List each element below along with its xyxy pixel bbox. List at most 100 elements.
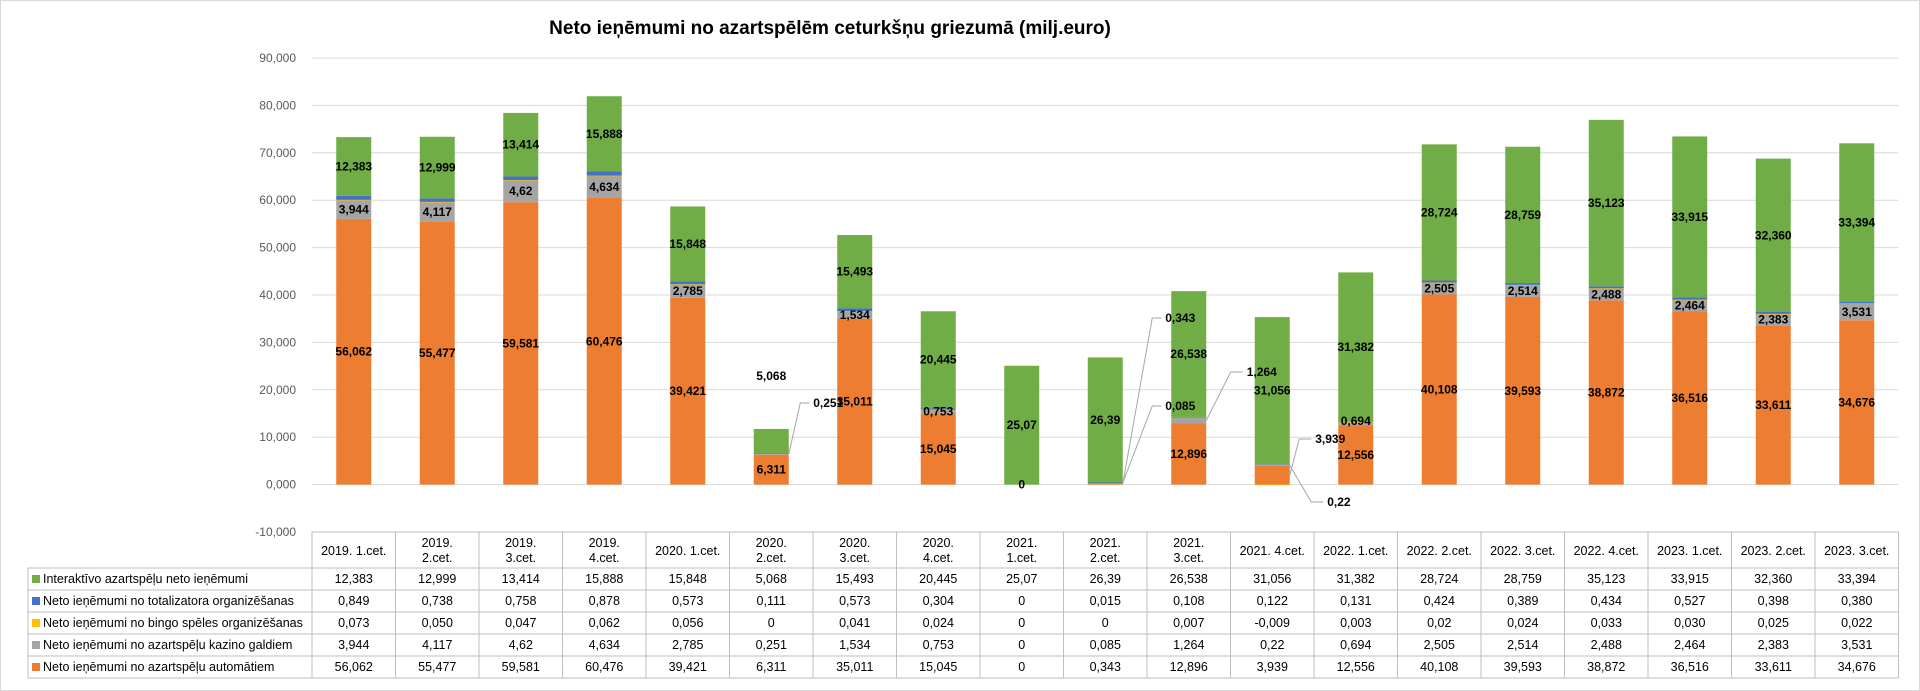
data-label: 2,464 [1675, 299, 1705, 313]
category-label-line: 2.cet. [1090, 551, 1121, 565]
table-cell: 5,068 [756, 572, 787, 586]
bar-segment [1004, 365, 1040, 485]
table-cell: 0 [1018, 594, 1025, 608]
category-label: 2019. 4.cet. [589, 536, 620, 565]
bar-segment [1755, 313, 1791, 315]
data-label: 0,753 [923, 405, 953, 419]
bar-segment [1505, 283, 1541, 285]
table-cell: 33,915 [1671, 572, 1709, 586]
bar-segment [1672, 299, 1708, 301]
data-label: 33,611 [1755, 398, 1791, 412]
table-cell: 33,611 [1755, 660, 1792, 674]
callout-leader-line [1289, 438, 1312, 476]
y-tick-label: 70,000 [259, 146, 296, 160]
bar-segment [670, 284, 706, 285]
bar-segment [586, 171, 622, 176]
bar-segment [1588, 300, 1624, 485]
category-label-line: 4.cet. [923, 551, 954, 565]
data-label: 32,360 [1755, 228, 1792, 242]
category-label-line: 2020. [756, 536, 787, 550]
table-cell: 4,117 [422, 638, 452, 652]
table-cell: 31,056 [1253, 572, 1291, 586]
legend-entry: Neto ieņēmumi no totalizatora organizēša… [43, 594, 294, 608]
category-label-line: 3.cet. [1173, 551, 1204, 565]
bar-segment [1171, 423, 1207, 485]
table-cell: 39,593 [1504, 660, 1542, 674]
bar-segment [753, 428, 789, 453]
data-label: 36,516 [1671, 391, 1708, 405]
bar-segment [1171, 416, 1207, 418]
bar-segment [1505, 296, 1541, 485]
bar-segment [1755, 311, 1791, 314]
bar-segment [503, 176, 539, 181]
category-label: 2019. 2.cet. [422, 536, 453, 565]
legend-entry: Interaktīvo azartspēļu neto ieņēmumi [43, 572, 248, 586]
bars [336, 96, 1875, 486]
y-tick-label: 10,000 [259, 430, 296, 444]
table-cell: 26,39 [1090, 572, 1121, 586]
bar-segment [1087, 482, 1123, 485]
bar-segment [1588, 288, 1624, 301]
table-cell: 0 [1018, 638, 1025, 652]
table-cell: 12,383 [335, 572, 373, 586]
table-cell: 0,007 [1173, 616, 1204, 630]
table-cell: 0,02 [1427, 616, 1451, 630]
bar-segment [753, 452, 789, 454]
data-label: 2,785 [673, 284, 703, 298]
table-cell: 0,108 [1173, 594, 1204, 608]
bar-segment [1588, 286, 1624, 289]
bar-segment [670, 284, 706, 298]
table-cell: -0,009 [1255, 616, 1290, 630]
table-cell: 0,738 [422, 594, 453, 608]
table-cell: 60,476 [585, 660, 623, 674]
bar-segment [1839, 303, 1875, 321]
bar-segment [336, 218, 372, 485]
y-tick-label: 30,000 [259, 335, 296, 349]
bar-segment [586, 96, 622, 172]
table-cell: 1,264 [1173, 638, 1204, 652]
category-label: 2020. 3.cet. [839, 536, 870, 565]
bar-segment [1755, 325, 1791, 485]
data-label: 12,556 [1337, 448, 1374, 462]
bar-segment [1421, 294, 1457, 485]
table-cell: 36,516 [1671, 660, 1709, 674]
legend-entry: Neto ieņēmumi no azartspēļu kazino galdi… [43, 638, 292, 652]
data-label: 28,724 [1421, 205, 1458, 219]
table-cell: 0,022 [1841, 616, 1872, 630]
bar-segment [1839, 320, 1875, 485]
data-label: 34,676 [1838, 395, 1875, 409]
bar-segment [1421, 280, 1457, 283]
data-labels: 56,062 55,477 59,581 60,476 39,421 6,311 35,01… [335, 127, 1875, 492]
table-cell: 0,056 [672, 616, 703, 630]
table-cell: 0,343 [1090, 660, 1121, 674]
bar-segment [920, 408, 956, 410]
legend-swatch [32, 663, 40, 671]
data-label: 35,011 [837, 395, 873, 409]
bar-segment [1171, 417, 1207, 424]
legend-swatch [32, 641, 40, 649]
table-cell: 15,848 [669, 572, 707, 586]
bar-segment [1087, 357, 1123, 483]
data-label: 35,123 [1588, 196, 1625, 210]
category-label: 2020. 1.cet. [655, 544, 720, 558]
table-cell: 13,414 [502, 572, 540, 586]
category-label: 2021. 1.cet. [1006, 536, 1037, 565]
y-tick-label: -10,000 [255, 525, 296, 539]
data-label: 25,07 [1007, 418, 1037, 432]
category-label-line: 2019. [505, 536, 536, 550]
table-cell: 0,573 [672, 594, 703, 608]
table-cell: 34,676 [1838, 660, 1876, 674]
table-cell: 31,382 [1337, 572, 1375, 586]
data-label: 39,593 [1504, 384, 1541, 398]
callout-leader-line [788, 402, 810, 455]
bar-segment [1505, 284, 1541, 286]
category-label-line: 2020. [839, 536, 870, 550]
table-cell: 3,944 [338, 638, 369, 652]
table-cell: 20,445 [919, 572, 957, 586]
table-cell: 38,872 [1587, 660, 1625, 674]
bar-segment [503, 202, 539, 485]
y-tick-label: 80,000 [259, 98, 296, 112]
data-label: 2,383 [1758, 313, 1788, 327]
table-cell: 39,421 [669, 660, 707, 674]
